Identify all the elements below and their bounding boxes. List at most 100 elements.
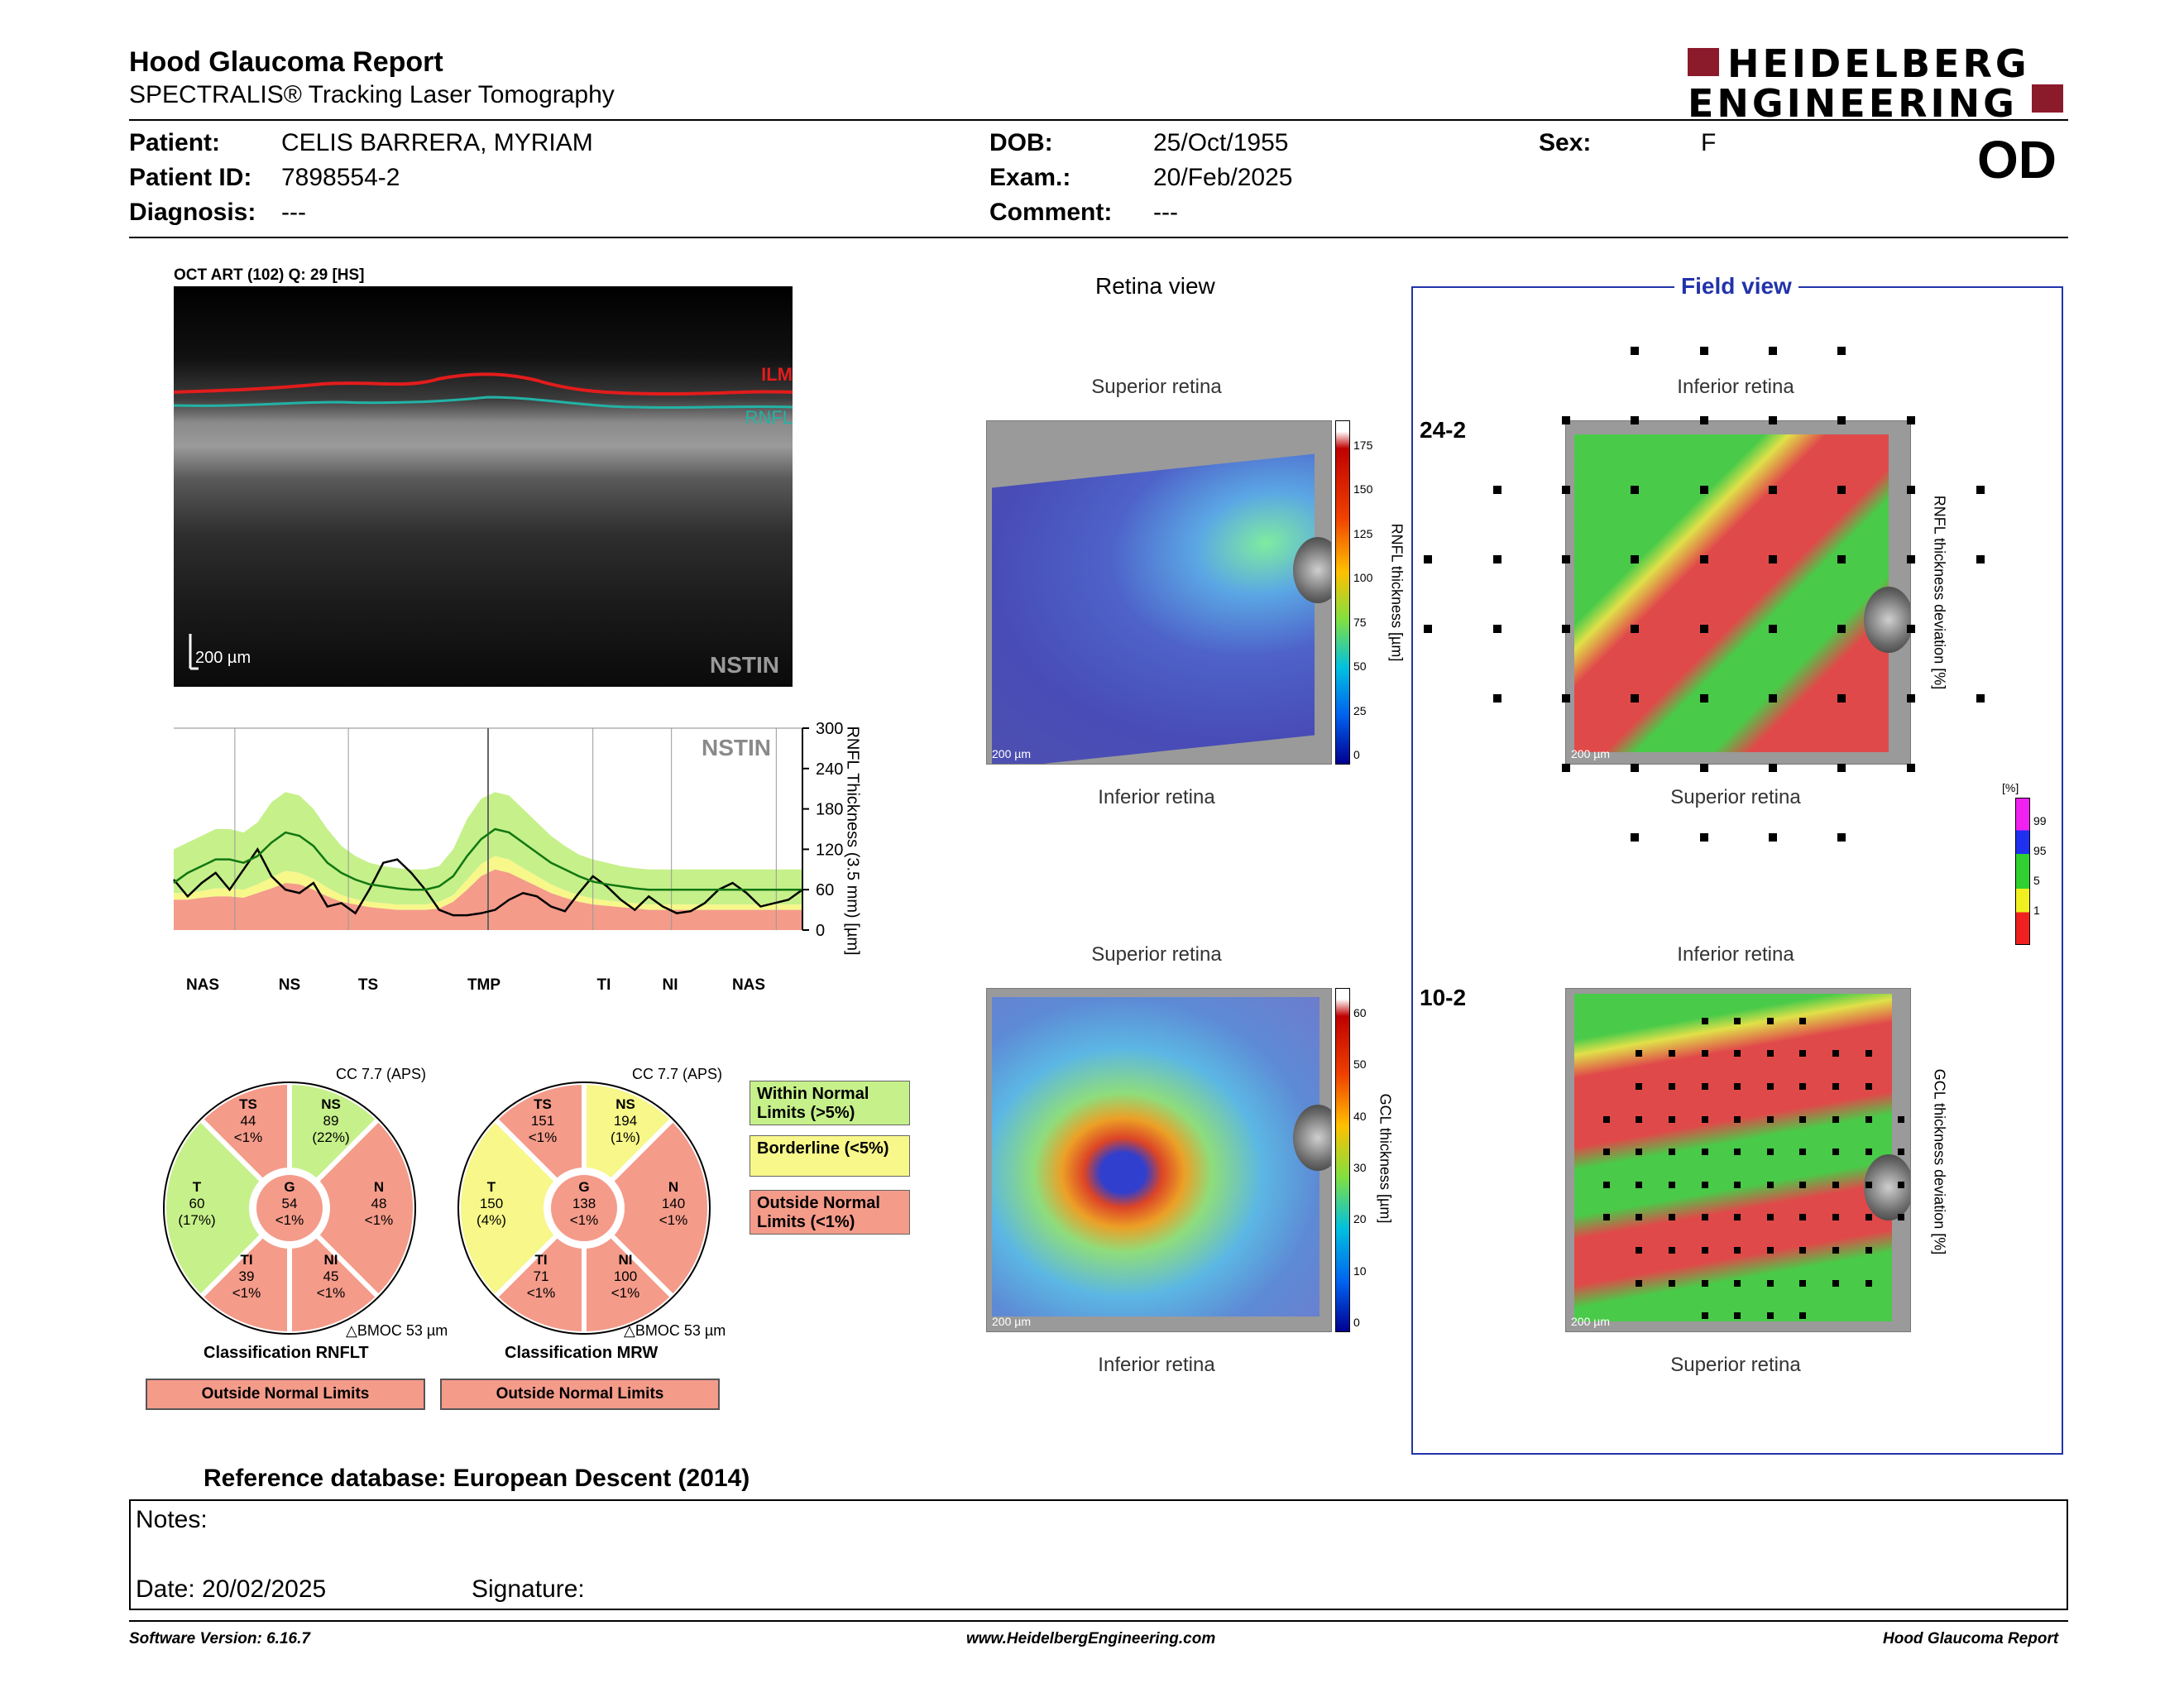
test-point xyxy=(1898,1181,1905,1188)
test-point xyxy=(1700,347,1708,355)
sector-ts-text: TS xyxy=(239,1096,257,1112)
test-point xyxy=(1562,486,1570,494)
sector-g-text: <1% xyxy=(570,1212,599,1228)
sector-ts-text: TS xyxy=(534,1096,552,1112)
test-point xyxy=(1976,486,1985,494)
field-gcl-deviation-map: 200 µm xyxy=(1565,988,1911,1332)
test-point xyxy=(1832,1050,1839,1057)
sector-label-ns: NS xyxy=(279,976,300,994)
test-point xyxy=(1769,486,1777,494)
test-point xyxy=(1701,1149,1708,1156)
colorbar-tick: 125 xyxy=(1353,526,1373,540)
test-point xyxy=(1424,555,1432,563)
test-point xyxy=(1832,1214,1839,1221)
test-point xyxy=(1631,694,1639,703)
oct-nstin-label: NSTIN xyxy=(710,652,779,678)
y-tick-label: 60 xyxy=(816,881,834,899)
exam-value: 20/Feb/2025 xyxy=(1153,164,1293,191)
sector-ti-text: <1% xyxy=(527,1285,556,1301)
test-point xyxy=(1799,1050,1807,1057)
test-point xyxy=(1769,416,1777,424)
legend-borderline: Borderline (<5%) xyxy=(750,1135,910,1177)
label-10-2: 10-2 xyxy=(1420,985,1467,1010)
test-point xyxy=(1636,1115,1643,1123)
test-point xyxy=(1837,764,1846,772)
test-point xyxy=(1734,1181,1741,1188)
test-point xyxy=(1766,1247,1774,1254)
test-point xyxy=(1766,1279,1774,1287)
legend-within: Within Normal Limits (>5%) xyxy=(750,1081,910,1125)
test-point xyxy=(1700,625,1708,633)
notes-box xyxy=(129,1499,2068,1610)
header-divider-top xyxy=(129,119,2068,121)
patient-id-label: Patient ID: xyxy=(129,164,252,191)
test-point xyxy=(1700,694,1708,703)
test-point xyxy=(1700,764,1708,772)
test-point xyxy=(1907,694,1915,703)
test-point xyxy=(1799,1214,1807,1221)
test-point xyxy=(1769,555,1777,563)
sector-label-ts: TS xyxy=(358,976,378,994)
field-rnfl-superior: Superior retina xyxy=(1670,786,1801,808)
sector-g xyxy=(546,1170,622,1246)
pct-unit: [%] xyxy=(2002,781,2019,794)
test-point xyxy=(1837,833,1846,842)
test-point xyxy=(1832,1279,1839,1287)
mrw-classification-result: Outside Normal Limits xyxy=(440,1379,720,1410)
colorbar-tick: 50 xyxy=(1353,659,1367,674)
sector-t-text: T xyxy=(193,1179,202,1195)
sector-ti-text: 39 xyxy=(239,1268,255,1284)
pct-colorbar-ticks: 99 95 5 1 xyxy=(2033,798,2058,943)
retina-gcl-scale: 200 µm xyxy=(992,1315,1031,1328)
test-point xyxy=(1669,1181,1675,1188)
test-point xyxy=(1799,1279,1807,1287)
rnfl-bmoc-text: BMOC 53 µm xyxy=(357,1322,448,1339)
colorbar-tick: 100 xyxy=(1353,571,1373,585)
label-24-2: 24-2 xyxy=(1420,417,1467,443)
test-point xyxy=(1734,1050,1741,1057)
test-point xyxy=(1907,416,1915,424)
test-point xyxy=(1832,1149,1839,1156)
test-point xyxy=(1701,1279,1708,1287)
colorbar-tick: 0 xyxy=(1353,748,1360,761)
test-point xyxy=(1493,694,1502,703)
rnfl-colorbar-label: RNFL thickness [µm] xyxy=(1388,523,1406,662)
test-point xyxy=(1636,1149,1643,1156)
report-subtitle: SPECTRALIS® Tracking Laser Tomography xyxy=(129,81,615,108)
test-point xyxy=(1799,1017,1807,1024)
mrw-cc-label: CC 7.7 (APS) xyxy=(632,1066,723,1082)
oct-bscan: ILM RNFL 200 µm NSTIN xyxy=(174,286,793,687)
test-point xyxy=(1700,555,1708,563)
test-point xyxy=(1602,1115,1610,1123)
sector-ni-text: 100 xyxy=(614,1268,637,1284)
sector-label-ni: NI xyxy=(663,976,678,994)
test-point xyxy=(1669,1050,1675,1057)
sector-n-text: <1% xyxy=(365,1212,394,1228)
test-point xyxy=(1701,1312,1708,1320)
rnfl-label: RNFL xyxy=(745,407,793,428)
sector-label-ti: TI xyxy=(597,976,611,994)
test-point xyxy=(1837,694,1846,703)
sector-t-text: (17%) xyxy=(178,1212,215,1228)
test-point xyxy=(1837,347,1846,355)
sector-g-text: G xyxy=(578,1179,589,1195)
reference-database: Reference database: European Descent (20… xyxy=(204,1465,750,1492)
test-point xyxy=(1769,625,1777,633)
test-point xyxy=(1766,1115,1774,1123)
test-point xyxy=(1734,1279,1741,1287)
test-point xyxy=(1631,486,1639,494)
rnfl-cc-label: CC 7.7 (APS) xyxy=(336,1066,427,1082)
retina-rnfl-superior: Superior retina xyxy=(1091,376,1222,398)
test-point xyxy=(1766,1083,1774,1090)
y-tick-label: 0 xyxy=(816,922,825,940)
sector-t-text: 60 xyxy=(189,1196,205,1211)
test-point xyxy=(1701,1017,1708,1024)
test-point xyxy=(1799,1312,1807,1320)
footer-divider xyxy=(129,1620,2068,1622)
test-point xyxy=(1700,833,1708,842)
test-point xyxy=(1636,1050,1643,1057)
test-point xyxy=(1701,1181,1708,1188)
field-rnfl-deviation-map: 200 µm xyxy=(1565,420,1911,765)
test-point xyxy=(1700,486,1708,494)
test-point xyxy=(1734,1115,1741,1123)
